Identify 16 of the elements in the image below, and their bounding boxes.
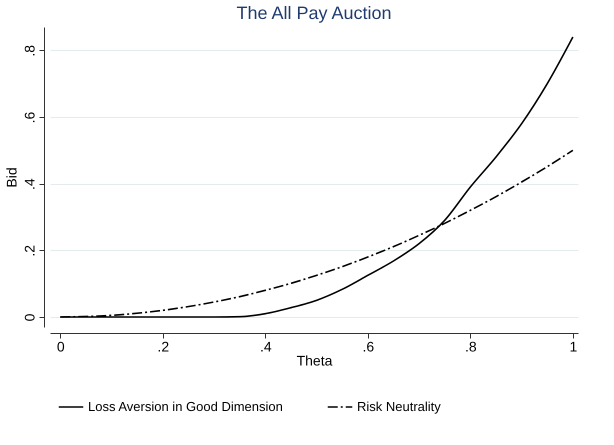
legend-label: Risk Neutrality bbox=[357, 399, 442, 414]
x-tick-label: 1 bbox=[569, 338, 578, 354]
x-tick-label: .4 bbox=[260, 338, 272, 354]
x-tick-label: .6 bbox=[362, 338, 374, 354]
chart-title: The All Pay Auction bbox=[236, 3, 392, 23]
x-tick-label: .2 bbox=[157, 338, 170, 354]
x-tick-label: 0 bbox=[56, 338, 65, 354]
y-axis-title: Bid bbox=[4, 167, 20, 188]
y-tick-label: .4 bbox=[22, 178, 38, 190]
legend-label: Loss Aversion in Good Dimension bbox=[88, 399, 283, 414]
y-tick-label: .2 bbox=[22, 244, 38, 257]
y-tick-label: .8 bbox=[22, 44, 38, 57]
x-tick-label: .8 bbox=[465, 338, 477, 354]
y-tick-label: 0 bbox=[22, 313, 38, 322]
y-tick-label: .6 bbox=[22, 111, 38, 124]
x-axis-title: Theta bbox=[296, 352, 333, 368]
